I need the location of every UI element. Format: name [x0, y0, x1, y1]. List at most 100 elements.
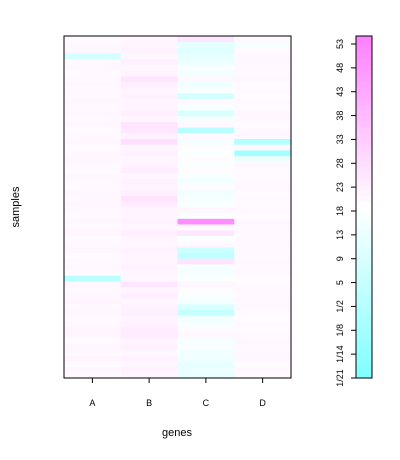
- heatmap-cell: [177, 224, 235, 231]
- heatmap-cell: [234, 178, 292, 185]
- heatmap-cell: [177, 229, 235, 236]
- legend-color-step: [356, 275, 372, 282]
- heatmap-cell: [120, 167, 178, 174]
- heatmap-cell: [64, 47, 122, 54]
- heatmap-cell: [177, 372, 235, 379]
- heatmap-cell: [120, 326, 178, 333]
- legend-tick-label: 1/21: [335, 369, 345, 387]
- heatmap-cell: [120, 81, 178, 88]
- heatmap-cell: [120, 47, 178, 54]
- heatmap-cell: [177, 212, 235, 219]
- heatmap-cell: [234, 332, 292, 339]
- heatmap-cell: [120, 303, 178, 310]
- heatmap-cell: [64, 207, 122, 214]
- heatmap-cell: [64, 355, 122, 362]
- legend-color-step: [356, 189, 372, 196]
- heatmap-cell: [234, 98, 292, 105]
- heatmap-cell: [120, 309, 178, 316]
- legend-color-step: [356, 315, 372, 322]
- heatmap-cell: [234, 286, 292, 293]
- heatmap-cell: [234, 132, 292, 139]
- x-axis-label: genes: [162, 427, 192, 439]
- heatmap-cell: [234, 58, 292, 65]
- legend-color-step: [356, 212, 372, 219]
- heatmap-cell: [120, 355, 178, 362]
- heatmap-cell: [64, 298, 122, 305]
- heatmap-cell: [64, 258, 122, 265]
- heatmap-cell: [120, 172, 178, 179]
- heatmap-cell: [177, 53, 235, 60]
- heatmap-cell: [177, 241, 235, 248]
- heatmap-cell: [64, 104, 122, 111]
- heatmap-cell: [64, 87, 122, 94]
- heatmap-cell: [177, 41, 235, 48]
- legend-color-step: [356, 224, 372, 231]
- heatmap-cell: [120, 258, 178, 265]
- heatmap-cell: [234, 235, 292, 242]
- heatmap-cell: [120, 58, 178, 65]
- legend-color-step: [356, 75, 372, 82]
- legend-color-step: [356, 252, 372, 259]
- x-tick-label: C: [203, 398, 210, 408]
- legend-tick-label: 48: [335, 63, 345, 73]
- legend-color-step: [356, 309, 372, 316]
- heatmap-cell: [120, 121, 178, 128]
- heatmap-cell: [234, 64, 292, 71]
- heatmap-cell: [120, 315, 178, 322]
- heatmap-cell: [234, 110, 292, 117]
- heatmap-cell: [234, 184, 292, 191]
- heatmap-cell: [64, 246, 122, 253]
- heatmap-cell: [234, 207, 292, 214]
- heatmap-cell: [177, 286, 235, 293]
- heatmap-cell: [120, 281, 178, 288]
- legend-color-step: [356, 298, 372, 305]
- legend-color-step: [356, 281, 372, 288]
- x-tick-label: B: [146, 398, 152, 408]
- heatmap-cell: [120, 98, 178, 105]
- heatmap-cell: [177, 332, 235, 339]
- legend-color-step: [356, 121, 372, 128]
- legend-color-step: [356, 144, 372, 151]
- heatmap-cell: [64, 36, 122, 43]
- color-legend: [355, 35, 373, 379]
- heatmap-cell: [234, 104, 292, 111]
- heatmap-cell: [177, 184, 235, 191]
- legend-tick-label: 18: [335, 206, 345, 216]
- heatmap-cell: [177, 115, 235, 122]
- legend-axis: 1/21 1/14 1/8 1/2 5 9 13 18 23 28 33 38 43 48 53: [335, 39, 356, 387]
- legend-color-step: [356, 349, 372, 356]
- heatmap-cell: [177, 326, 235, 333]
- heatmap-cell: [177, 321, 235, 328]
- heatmap-cell: [177, 150, 235, 157]
- heatmap-cell: [64, 269, 122, 276]
- heatmap-cell: [234, 70, 292, 77]
- heatmap-cell: [177, 47, 235, 54]
- heatmap-cell: [234, 218, 292, 225]
- heatmap-cell: [234, 338, 292, 345]
- heatmap-cell: [64, 53, 122, 60]
- heatmap-cell: [64, 70, 122, 77]
- legend-color-step: [356, 155, 372, 162]
- heatmap-cell: [120, 269, 178, 276]
- heatmap-cell: [120, 195, 178, 202]
- heatmap-cell: [177, 98, 235, 105]
- heatmap-cell: [64, 286, 122, 293]
- legend-color-step: [356, 64, 372, 71]
- heatmap-cell: [120, 87, 178, 94]
- heatmap-cell: [177, 36, 235, 43]
- legend-color-step: [356, 36, 372, 43]
- heatmap-cell: [64, 81, 122, 88]
- heatmap-cell: [234, 172, 292, 179]
- heatmap-cell: [120, 372, 178, 379]
- heatmap-cell: [234, 252, 292, 259]
- heatmap-cell: [120, 138, 178, 145]
- heatmap-cell: [64, 275, 122, 282]
- heatmap-cell: [64, 332, 122, 339]
- heatmap-cell: [64, 161, 122, 168]
- heatmap-cell: [120, 349, 178, 356]
- heatmap-cell: [120, 298, 178, 305]
- heatmap-cell: [177, 93, 235, 100]
- legend-color-step: [356, 87, 372, 94]
- heatmap-cell: [234, 292, 292, 299]
- legend-tick-label: 28: [335, 158, 345, 168]
